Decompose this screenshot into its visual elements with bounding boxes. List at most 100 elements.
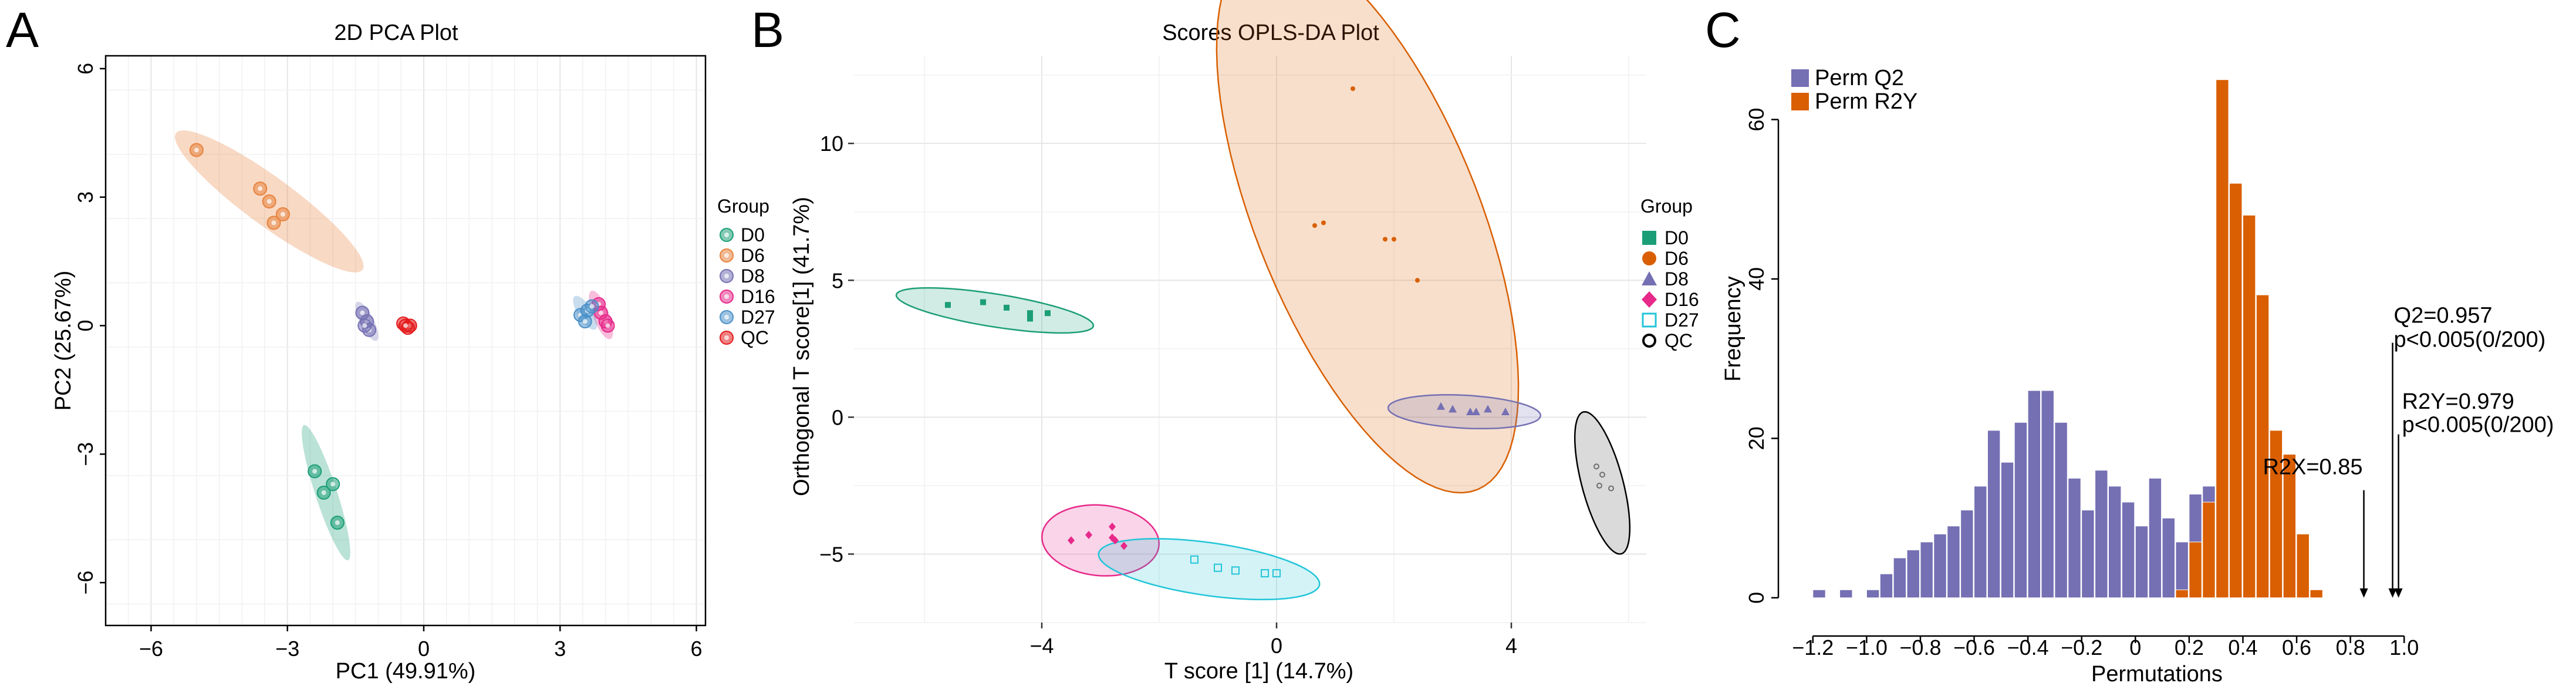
opls-point-d16 <box>1085 530 1092 539</box>
pca-legend-key-core <box>724 253 729 258</box>
perm-x-tick-label: 0.6 <box>2282 635 2311 660</box>
perm-q2-pvalue: p<0.005(0/200) <box>2394 327 2546 352</box>
pca-y-tick-label: 6 <box>73 63 97 75</box>
perm-legend-label-perm-q2: Perm Q2 <box>1815 66 1904 90</box>
opls-point-d6 <box>1321 220 1326 226</box>
perm-x-tick-label: −0.4 <box>2007 635 2049 660</box>
perm-bar-perm-r2y <box>2216 79 2229 598</box>
opls-point-d0 <box>1027 310 1033 317</box>
opls-ellipse-d16 <box>1041 504 1160 577</box>
perm-bar-perm-q2 <box>1974 486 1987 598</box>
perm-legend-key-perm-r2y <box>1791 93 1809 110</box>
perm-bar-perm-q2 <box>2175 541 2189 598</box>
pca-legend-key-core <box>724 294 729 299</box>
perm-bar-perm-q2 <box>2095 470 2108 598</box>
perm-r2y-label: R2Y=0.979 <box>2402 389 2514 414</box>
pca-x-tick-label: −3 <box>275 637 299 661</box>
opls-legend-label-d8: D8 <box>1665 268 1689 290</box>
perm-x-tick-label: −1.0 <box>1846 635 1888 660</box>
perm-histogram-bars <box>1812 79 2323 598</box>
perm-bar-perm-q2 <box>2000 462 2014 598</box>
perm-bar-perm-q2 <box>2014 422 2028 598</box>
opls-point-d6 <box>1415 278 1420 283</box>
pca-y-tick-label: −6 <box>73 571 97 595</box>
opls-ellipse-d27 <box>1098 538 1321 601</box>
opls-plot-background <box>854 56 1646 623</box>
perm-x-tick-label: 1.0 <box>2389 635 2419 660</box>
opls-gridlines <box>854 56 1646 623</box>
pca-ellipses <box>175 130 613 560</box>
opls-legend-label-d27: D27 <box>1665 310 1699 331</box>
opls-y-axis-label: Orthogonal T score[1] (41.7%) <box>789 197 814 496</box>
pca-legend-key-core <box>724 315 729 319</box>
perm-arrow-head <box>2394 588 2403 598</box>
opls-point-qc <box>1593 463 1599 470</box>
opls-legend-label-d0: D0 <box>1665 227 1689 248</box>
pca-point-core <box>271 220 276 226</box>
opls-point-d27 <box>1261 569 1269 578</box>
opls-point-d0 <box>1027 315 1033 322</box>
pca-y-tick-label: 0 <box>73 319 97 331</box>
pca-legend-key-core <box>724 233 729 237</box>
pca-x-tick-label: 3 <box>554 637 566 661</box>
perm-axes: −1.2 −1.0 −0.8 −0.6 −0.4 −0.2 0 0.2 0.4 0.6 0.8 1.0… <box>1744 108 2419 660</box>
opls-point-qc <box>1596 482 1602 489</box>
opls-ellipse-qc <box>1574 411 1631 555</box>
perm-x-tick-label: −0.8 <box>1899 635 1941 660</box>
opls-point-d8 <box>1466 408 1474 416</box>
opls-ellipse-d6 <box>1216 0 1520 494</box>
perm-bar-perm-q2 <box>1920 541 1933 598</box>
opls-ellipse-d0 <box>895 287 1095 334</box>
pca-x-tick-label: −6 <box>139 637 163 661</box>
pca-legend-label-d0: D0 <box>741 224 765 245</box>
panel-b-oplsda: B Scores OPLS-DA Plot −4 0 4 −5 0 5 10 T score… <box>751 0 1699 684</box>
perm-x-tick-label: −0.6 <box>1953 635 1995 660</box>
opls-point-d8 <box>1484 405 1492 413</box>
opls-legend-title: Group <box>1640 196 1693 217</box>
opls-point-d0 <box>945 302 951 308</box>
perm-r2x-label: R2X=0.85 <box>2263 455 2362 480</box>
opls-x-axis-label: T score [1] (14.7%) <box>1164 659 1353 684</box>
opls-point-d27 <box>1214 563 1222 572</box>
perm-x-axis-label: Permutations <box>2091 662 2223 687</box>
opls-x-tick-label: −4 <box>1029 634 1054 658</box>
opls-legend-key-d6 <box>1642 251 1656 265</box>
perm-bar-perm-q2 <box>2121 502 2135 598</box>
perm-legend-key-perm-q2 <box>1791 69 1809 87</box>
perm-bar-perm-q2 <box>1947 526 1960 598</box>
opls-point-d0 <box>1004 304 1010 311</box>
opls-title: Scores OPLS-DA Plot <box>1162 21 1379 45</box>
perm-y-tick-label: 40 <box>1744 267 1768 291</box>
pca-points <box>189 143 615 530</box>
perm-bar-perm-q2 <box>2041 390 2054 598</box>
perm-legend-label-perm-r2y: Perm R2Y <box>1815 89 1917 114</box>
pca-legend-key-core <box>724 335 729 340</box>
panel-letter-c: C <box>1705 2 1741 58</box>
opls-point-d16 <box>1112 536 1119 545</box>
opls-legend-key-qc <box>1642 334 1656 348</box>
perm-bar-perm-r2y <box>2189 541 2202 598</box>
perm-x-tick-label: 0.2 <box>2175 635 2204 660</box>
perm-bar-perm-q2 <box>1987 430 2001 598</box>
opls-legend-label-d6: D6 <box>1665 248 1689 269</box>
pca-point-core <box>589 304 595 309</box>
perm-y-tick-label: 0 <box>1744 592 1768 604</box>
opls-point-d8 <box>1501 408 1510 416</box>
pca-point-core <box>335 520 340 525</box>
pca-point-core <box>194 147 199 153</box>
perm-bar-perm-q2 <box>1906 549 1920 598</box>
panel-c-permutation: C −1.2 −1.0 −0.8 −0.6 −0.4 −0.2 0 0.2 0.4 0.6 0.8 1… <box>1705 2 2554 687</box>
opls-point-qc <box>1608 485 1614 492</box>
perm-x-tick-label: −1.2 <box>1792 635 1834 660</box>
perm-arrow-head <box>2359 588 2368 598</box>
perm-bar-perm-q2 <box>1879 573 1893 598</box>
perm-bar-perm-q2 <box>1960 510 1974 598</box>
opls-point-d27 <box>1272 569 1281 578</box>
opls-point-d16 <box>1068 536 1075 545</box>
perm-bar-perm-q2 <box>2027 390 2041 598</box>
pca-x-tick-label: 6 <box>690 637 702 661</box>
pca-y-tick-label: −3 <box>73 442 97 466</box>
opls-y-tick-label: 10 <box>820 132 843 156</box>
opls-point-d0 <box>1045 310 1051 317</box>
